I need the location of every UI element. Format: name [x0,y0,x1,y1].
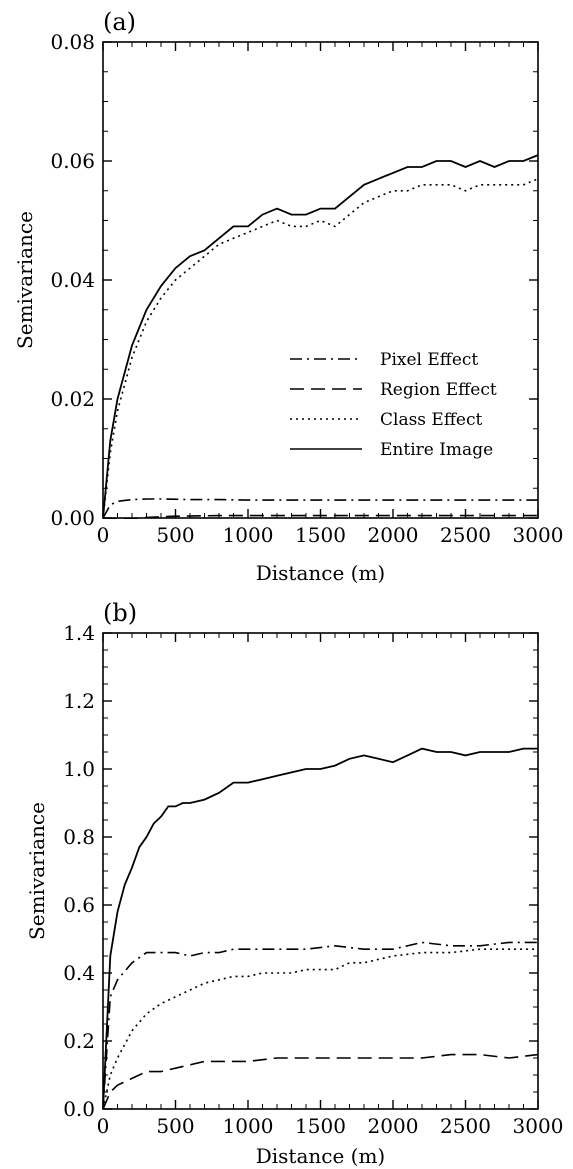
series-line-region-effect [103,1053,538,1110]
y-axis-title: Semivariance [13,211,37,349]
plot-frame [102,41,539,519]
panel-label: (a) [103,8,136,36]
series-line-class-effect [103,178,538,519]
series-line-entire-image [103,154,538,519]
y-tick-label: 0.6 [63,893,95,917]
x-axis-title: Distance (m) [256,561,386,585]
series-line-entire-image [103,747,538,1110]
x-tick-label: 1500 [295,523,346,547]
x-tick-label: 0 [97,523,110,547]
y-tick-label: 0.4 [63,961,95,985]
x-tick-label: 500 [156,523,194,547]
y-tick-label: 0.8 [63,825,95,849]
y-tick-label: 1.4 [63,621,95,645]
series-line-class-effect [103,948,538,1110]
x-tick-label: 2500 [440,523,491,547]
x-tick-label: 2500 [440,1114,491,1138]
x-tick-label: 1500 [295,1114,346,1138]
x-axis-title: Distance (m) [256,1144,386,1168]
x-tick-label: 0 [97,1114,110,1138]
legend-label: Class Effect [380,410,483,430]
legend-label: Pixel Effect [380,350,478,370]
y-tick-label: 0.02 [50,387,95,411]
y-tick-label: 0.08 [50,30,95,54]
x-tick-label: 3000 [513,523,564,547]
y-tick-label: 0.00 [50,506,95,530]
x-tick-label: 2000 [368,1114,419,1138]
series-line-region-effect [103,514,538,519]
series-line-pixel-effect [103,498,538,519]
y-tick-label: 0.06 [50,149,95,173]
y-axis-title: Semivariance [25,802,49,940]
x-tick-label: 1000 [223,523,274,547]
plot-frame [102,632,539,1110]
x-tick-label: 3000 [513,1114,564,1138]
y-tick-label: 1.0 [63,757,95,781]
panel-b: (b) 0 500 1000 1500 2000 2500 3000 0.0 0.2 0.4 0.6 0… [25,599,563,1168]
y-tick-label: 1.2 [63,689,95,713]
y-tick-label: 0.2 [63,1029,95,1053]
x-tick-label: 2000 [368,523,419,547]
x-tick-label: 500 [156,1114,194,1138]
y-tick-label: 0.0 [63,1097,95,1121]
series-line-pixel-effect [103,941,538,1110]
legend-label: Region Effect [380,380,497,400]
y-tick-label: 0.04 [50,268,95,292]
x-tick-label: 1000 [223,1114,274,1138]
panel-label: (b) [103,599,137,627]
panel-a: (a) 0 500 1000 1500 2000 2500 3000 0.00 0.02 0.04 0… [13,8,563,585]
legend-label: Entire Image [380,440,493,460]
